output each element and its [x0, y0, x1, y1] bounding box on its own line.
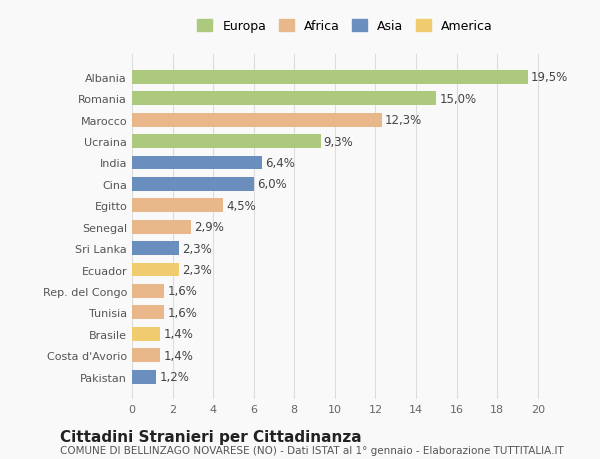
Text: 12,3%: 12,3%: [385, 114, 422, 127]
Bar: [132, 241, 179, 256]
Text: 2,3%: 2,3%: [182, 263, 211, 276]
Bar: [132, 370, 157, 384]
Bar: [132, 327, 160, 341]
Text: 4,5%: 4,5%: [226, 199, 256, 213]
Bar: [132, 156, 262, 170]
Bar: [132, 113, 382, 127]
Text: 1,4%: 1,4%: [163, 349, 193, 362]
Text: 1,6%: 1,6%: [167, 285, 197, 298]
Text: 2,9%: 2,9%: [194, 221, 224, 234]
Text: 1,2%: 1,2%: [160, 370, 189, 383]
Bar: [132, 71, 527, 84]
Bar: [132, 263, 179, 277]
Text: 19,5%: 19,5%: [530, 71, 568, 84]
Bar: [132, 220, 191, 234]
Bar: [132, 135, 320, 149]
Bar: [132, 92, 436, 106]
Bar: [132, 199, 223, 213]
Bar: [132, 178, 254, 191]
Text: Cittadini Stranieri per Cittadinanza: Cittadini Stranieri per Cittadinanza: [60, 429, 362, 444]
Text: 2,3%: 2,3%: [182, 242, 211, 255]
Legend: Europa, Africa, Asia, America: Europa, Africa, Asia, America: [194, 17, 496, 37]
Text: 1,4%: 1,4%: [163, 328, 193, 341]
Bar: [132, 348, 160, 362]
Text: 1,6%: 1,6%: [167, 306, 197, 319]
Text: 6,4%: 6,4%: [265, 157, 295, 170]
Text: 15,0%: 15,0%: [439, 93, 476, 106]
Bar: [132, 284, 164, 298]
Bar: [132, 306, 164, 319]
Text: 9,3%: 9,3%: [324, 135, 353, 148]
Text: 6,0%: 6,0%: [257, 178, 287, 191]
Text: COMUNE DI BELLINZAGO NOVARESE (NO) - Dati ISTAT al 1° gennaio - Elaborazione TUT: COMUNE DI BELLINZAGO NOVARESE (NO) - Dat…: [60, 445, 564, 455]
